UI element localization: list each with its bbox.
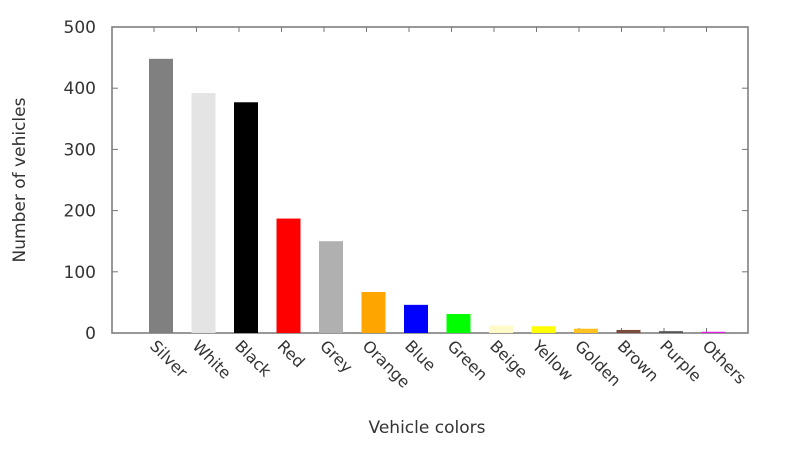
x-tick-label: Grey xyxy=(316,336,356,376)
x-tick-label: Green xyxy=(444,336,492,384)
x-axis-title: Vehicle colors xyxy=(369,418,486,438)
bar-beige xyxy=(489,325,513,333)
bar-blue xyxy=(404,304,428,333)
x-tick-label: Blue xyxy=(401,336,439,374)
x-tick-label: Others xyxy=(699,336,750,387)
x-tick-label: Red xyxy=(274,336,309,371)
y-tick-label: 100 xyxy=(64,263,96,283)
bar-golden xyxy=(574,328,598,333)
bar-white xyxy=(191,93,216,333)
y-axis-title: Number of vehicles xyxy=(10,97,30,262)
x-tick-label: Golden xyxy=(571,336,625,390)
bar-yellow xyxy=(531,326,556,333)
y-tick-label: 400 xyxy=(64,79,96,99)
y-tick-label: 500 xyxy=(64,18,96,38)
x-tick-label: Purple xyxy=(656,336,705,385)
bar-orange xyxy=(361,291,386,333)
x-tick-label: Beige xyxy=(486,336,531,381)
y-tick-label: 300 xyxy=(64,140,96,160)
plot-frame xyxy=(111,26,749,334)
x-tick-label: Silver xyxy=(146,336,192,382)
x-tick-label: White xyxy=(189,336,235,382)
y-tick-label: 200 xyxy=(64,202,96,222)
y-tick-label: 0 xyxy=(85,324,96,344)
bar-purple xyxy=(659,331,683,333)
x-tick-label: Yellow xyxy=(528,336,577,385)
bar-others xyxy=(701,331,726,333)
bar-silver xyxy=(149,58,173,333)
bar-green xyxy=(446,314,471,333)
bar-grey xyxy=(319,241,343,333)
bar-black xyxy=(234,102,258,333)
x-tick-label: Black xyxy=(231,336,276,381)
bar-red xyxy=(276,218,301,333)
bar-brown xyxy=(616,329,641,333)
